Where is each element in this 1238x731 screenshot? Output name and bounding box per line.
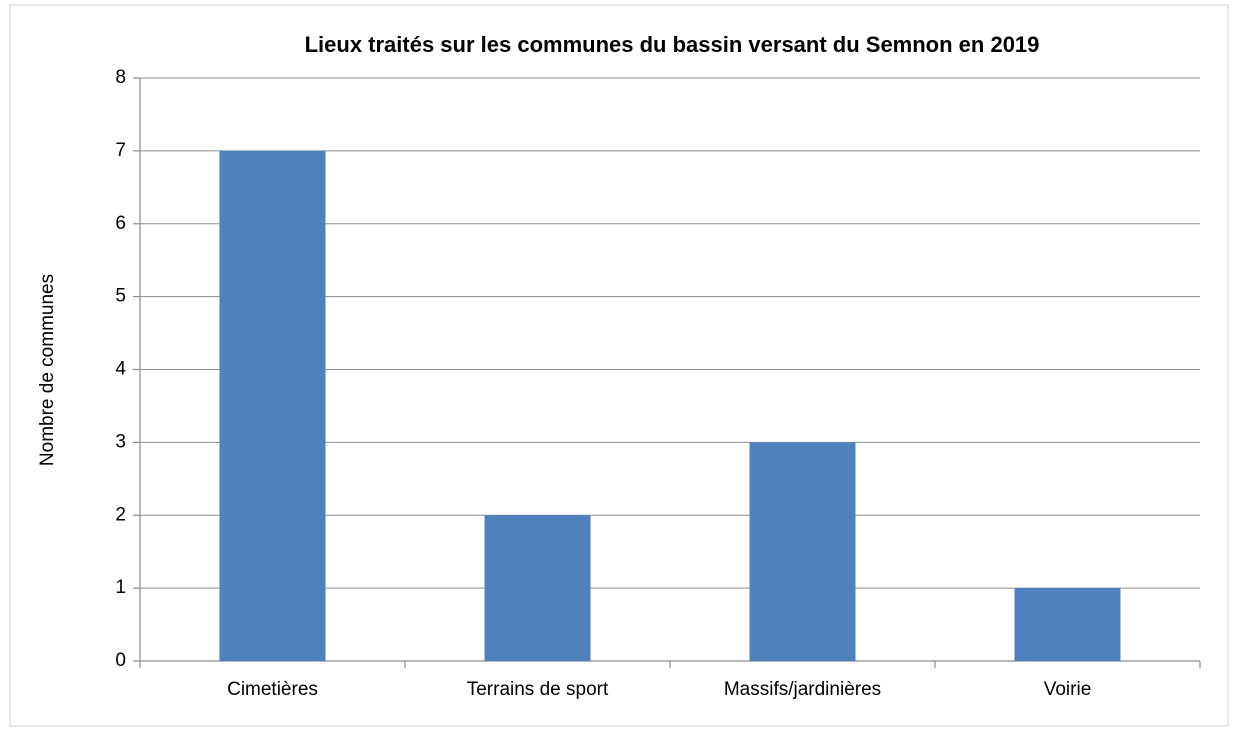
y-tick-label: 7 xyxy=(115,140,126,161)
bar xyxy=(1014,588,1121,661)
y-tick-label: 0 xyxy=(115,650,126,671)
x-tick-label: Massifs/jardinières xyxy=(724,679,881,700)
y-tick-label: 2 xyxy=(115,504,126,525)
chart-title: Lieux traités sur les communes du bassin… xyxy=(305,32,1040,57)
x-tick-label: Cimetières xyxy=(227,679,318,700)
bar xyxy=(749,442,856,661)
y-tick-label: 8 xyxy=(115,67,126,88)
y-tick-label: 1 xyxy=(115,577,126,598)
y-tick-label: 3 xyxy=(115,431,126,452)
x-tick-label: Voirie xyxy=(1044,679,1092,700)
bar xyxy=(219,150,326,661)
y-axis-label: Nombre de communes xyxy=(37,274,58,466)
x-tick-label: Terrains de sport xyxy=(467,679,609,700)
y-tick-label: 4 xyxy=(115,359,126,380)
bar xyxy=(484,515,591,661)
y-tick-label: 6 xyxy=(115,213,126,234)
y-tick-label: 5 xyxy=(115,286,126,307)
